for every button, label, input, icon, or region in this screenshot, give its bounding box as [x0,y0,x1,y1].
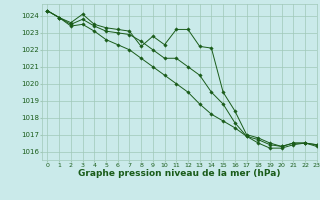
X-axis label: Graphe pression niveau de la mer (hPa): Graphe pression niveau de la mer (hPa) [78,169,280,178]
